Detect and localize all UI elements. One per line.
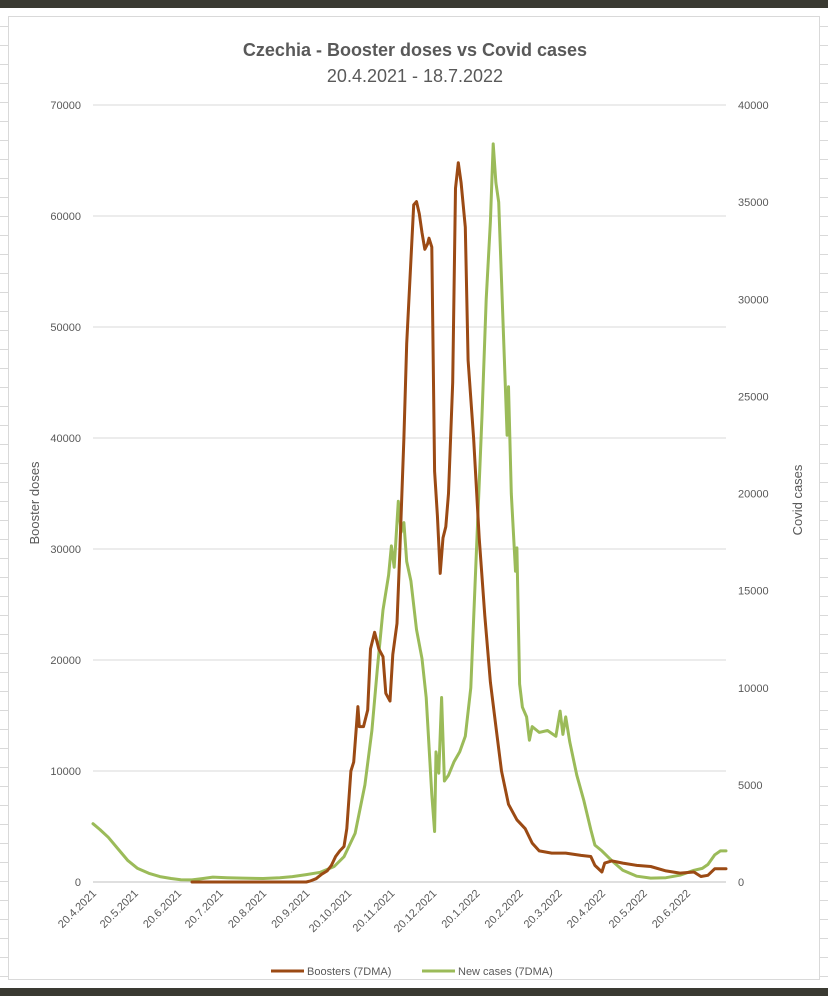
y-right-tick-label: 35000 xyxy=(738,197,769,209)
y-axis-right-ticks: 0 5000 10000 15000 20000 25000 30000 35000 40000 xyxy=(738,100,769,889)
x-tick-label: 20.6.2021 xyxy=(141,888,184,931)
x-tick-label: 20.6.2022 xyxy=(650,888,693,931)
x-tick-label: 20.4.2021 xyxy=(56,888,99,931)
y-right-tick-label: 20000 xyxy=(738,489,769,501)
x-tick-label: 20.2.2022 xyxy=(483,888,526,931)
sheet-gridlines-left xyxy=(0,8,8,988)
y-left-tick-label: 60000 xyxy=(50,211,81,223)
y-right-tick-label: 15000 xyxy=(738,586,769,598)
legend-cases-label: New cases (7DMA) xyxy=(458,966,553,978)
y-left-tick-label: 20000 xyxy=(50,655,81,667)
y-left-tick-label: 0 xyxy=(75,877,81,889)
y-right-tick-label: 30000 xyxy=(738,294,769,306)
x-tick-label: 20.11.2021 xyxy=(351,888,398,935)
y-right-tick-label: 10000 xyxy=(738,683,769,695)
gridlines xyxy=(93,104,726,883)
y-right-tick-label: 0 xyxy=(738,877,744,889)
series-lines xyxy=(91,142,728,884)
x-tick-label: 20.3.2022 xyxy=(522,888,565,931)
x-tick-label: 20.4.2022 xyxy=(565,888,608,931)
y-left-tick-label: 40000 xyxy=(50,433,81,445)
chart-subtitle: 20.4.2021 - 18.7.2022 xyxy=(327,66,503,86)
new-cases-line xyxy=(91,142,728,882)
y-axis-left-ticks: 0 10000 20000 30000 40000 50000 60000 70000 xyxy=(50,100,81,889)
legend-boosters-label: Boosters (7DMA) xyxy=(307,966,391,978)
x-tick-label: 20.12.2021 xyxy=(392,888,439,935)
x-tick-label: 20.7.2021 xyxy=(183,888,226,931)
chart-svg: Czechia - Booster doses vs Covid cases 2… xyxy=(27,40,805,978)
y-right-tick-label: 25000 xyxy=(738,391,769,403)
y-left-tick-label: 50000 xyxy=(50,322,81,334)
legend[interactable]: Boosters (7DMA) New cases (7DMA) xyxy=(271,966,553,978)
window-bottom-edge xyxy=(0,988,828,996)
x-tick-label: 20.5.2021 xyxy=(98,888,141,931)
y-left-tick-label: 10000 xyxy=(50,766,81,778)
chart-title: Czechia - Booster doses vs Covid cases xyxy=(243,40,587,60)
x-tick-label: 20.1.2022 xyxy=(439,888,482,931)
x-tick-label: 20.8.2021 xyxy=(226,888,269,931)
sheet-gridlines-right xyxy=(820,8,828,988)
y-right-tick-label: 5000 xyxy=(738,780,762,792)
y-left-tick-label: 70000 xyxy=(50,100,81,112)
x-tick-label: 20.5.2022 xyxy=(607,888,650,931)
y-axis-left-label: Booster doses xyxy=(27,461,42,545)
y-axis-right-label: Covid cases xyxy=(790,464,805,535)
chart-area[interactable]: Czechia - Booster doses vs Covid cases 2… xyxy=(8,16,820,980)
spreadsheet-background: Czechia - Booster doses vs Covid cases 2… xyxy=(0,8,828,988)
y-left-tick-label: 30000 xyxy=(50,544,81,556)
y-right-tick-label: 40000 xyxy=(738,100,769,112)
boosters-line xyxy=(190,161,728,884)
x-tick-label: 20.9.2021 xyxy=(269,888,312,931)
x-tick-label: 20.10.2021 xyxy=(307,888,354,935)
